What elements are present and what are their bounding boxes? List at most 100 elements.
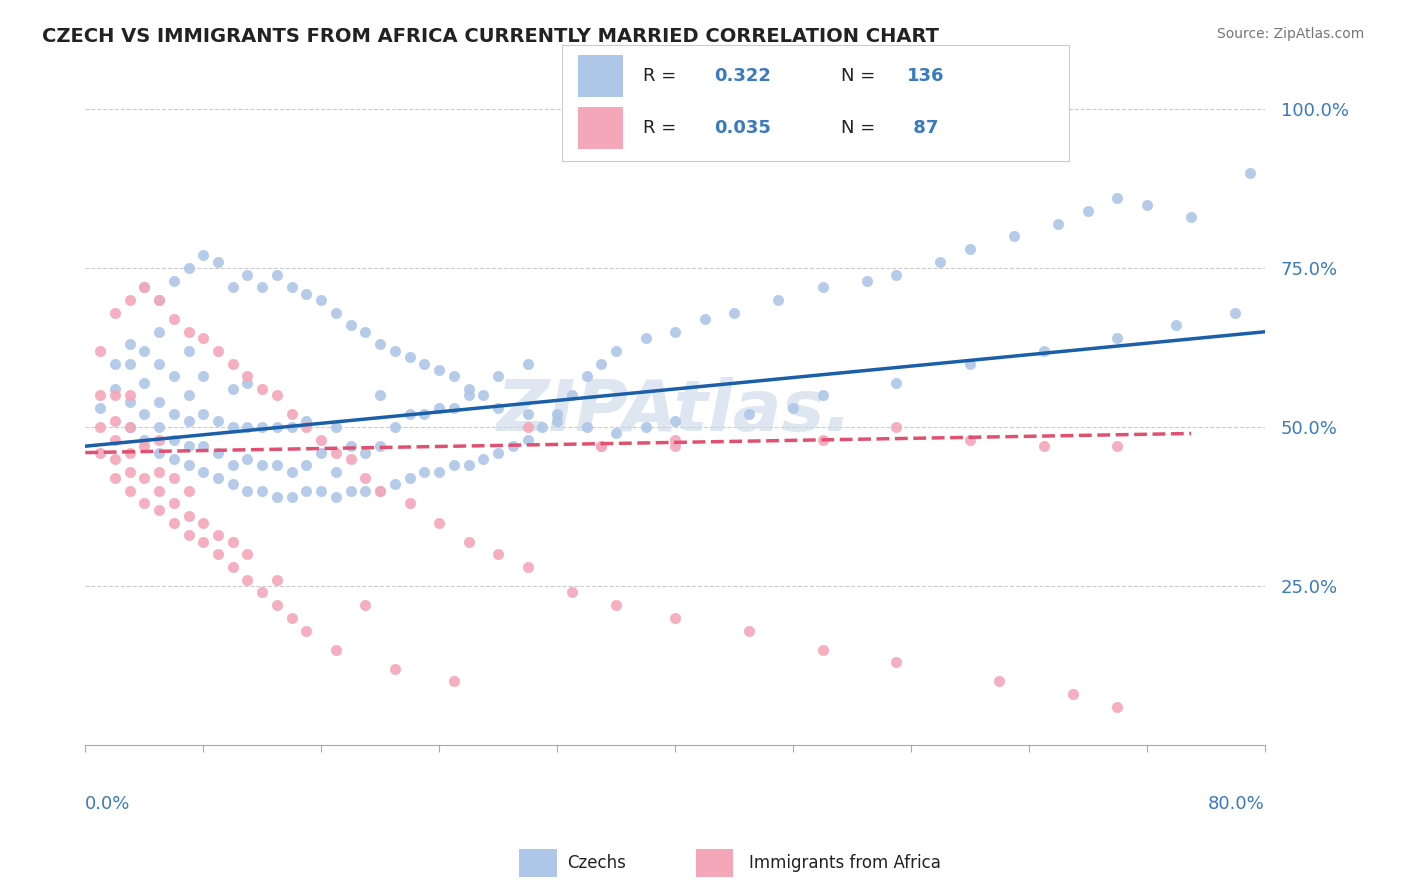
Point [325,490,347,504]
Point [266,490,288,504]
Point [236,483,259,498]
Point [295,420,318,434]
Point [546,414,568,428]
Text: N =: N = [841,67,880,85]
Point [427,363,450,377]
Point [163,408,186,422]
Point [193,439,215,453]
Point [118,337,141,351]
Point [605,343,627,358]
Point [309,433,332,447]
Point [236,369,259,384]
Point [266,268,288,282]
Point [1239,166,1261,180]
Point [163,369,186,384]
Point [738,408,761,422]
Point [89,420,111,434]
Point [354,471,377,485]
Point [811,388,834,402]
Text: CZECH VS IMMIGRANTS FROM AFRICA CURRENTLY MARRIED CORRELATION CHART: CZECH VS IMMIGRANTS FROM AFRICA CURRENTL… [42,27,939,45]
Point [163,496,186,510]
Text: 0.322: 0.322 [714,67,770,85]
Point [148,325,170,339]
Point [782,401,804,415]
Point [236,376,259,390]
Point [398,408,420,422]
Point [368,439,391,453]
Point [664,433,686,447]
Point [118,394,141,409]
Point [457,458,479,473]
Point [1107,439,1129,453]
Point [605,426,627,441]
Point [222,382,245,396]
Point [1062,687,1084,701]
Text: R =: R = [644,120,682,137]
Point [723,306,745,320]
Point [236,547,259,561]
Point [486,547,509,561]
Point [193,534,215,549]
Point [768,293,790,307]
Point [148,445,170,459]
Point [163,471,186,485]
Point [177,325,200,339]
Point [104,414,127,428]
Point [591,439,613,453]
Point [531,420,554,434]
Point [325,465,347,479]
Point [236,573,259,587]
Point [325,642,347,657]
Point [104,433,127,447]
Point [664,611,686,625]
Point [295,458,318,473]
Point [280,465,302,479]
Point [104,471,127,485]
Point [207,255,229,269]
Point [118,357,141,371]
Point [516,357,538,371]
Point [664,325,686,339]
Point [177,483,200,498]
Point [605,598,627,612]
Point [443,458,465,473]
Point [266,573,288,587]
Point [295,624,318,638]
Point [89,343,111,358]
Point [104,451,127,466]
Point [591,357,613,371]
Point [339,439,361,453]
Text: Czechs: Czechs [568,854,626,872]
Point [118,420,141,434]
Point [148,420,170,434]
Point [177,343,200,358]
Point [634,331,657,345]
Point [384,477,406,491]
Bar [578,107,623,149]
Point [472,388,495,402]
Point [252,420,274,434]
Point [516,433,538,447]
Point [118,420,141,434]
Text: 136: 136 [907,67,943,85]
Point [280,611,302,625]
Point [427,401,450,415]
Point [1180,211,1202,225]
Point [89,388,111,402]
Point [486,401,509,415]
Point [280,408,302,422]
Point [368,483,391,498]
Point [177,414,200,428]
Point [104,306,127,320]
Point [134,280,156,294]
Point [413,357,436,371]
Point [1107,699,1129,714]
Point [325,445,347,459]
Point [693,312,716,326]
Point [236,268,259,282]
Point [118,483,141,498]
Point [177,528,200,542]
Point [1047,217,1070,231]
Point [368,337,391,351]
Point [295,414,318,428]
